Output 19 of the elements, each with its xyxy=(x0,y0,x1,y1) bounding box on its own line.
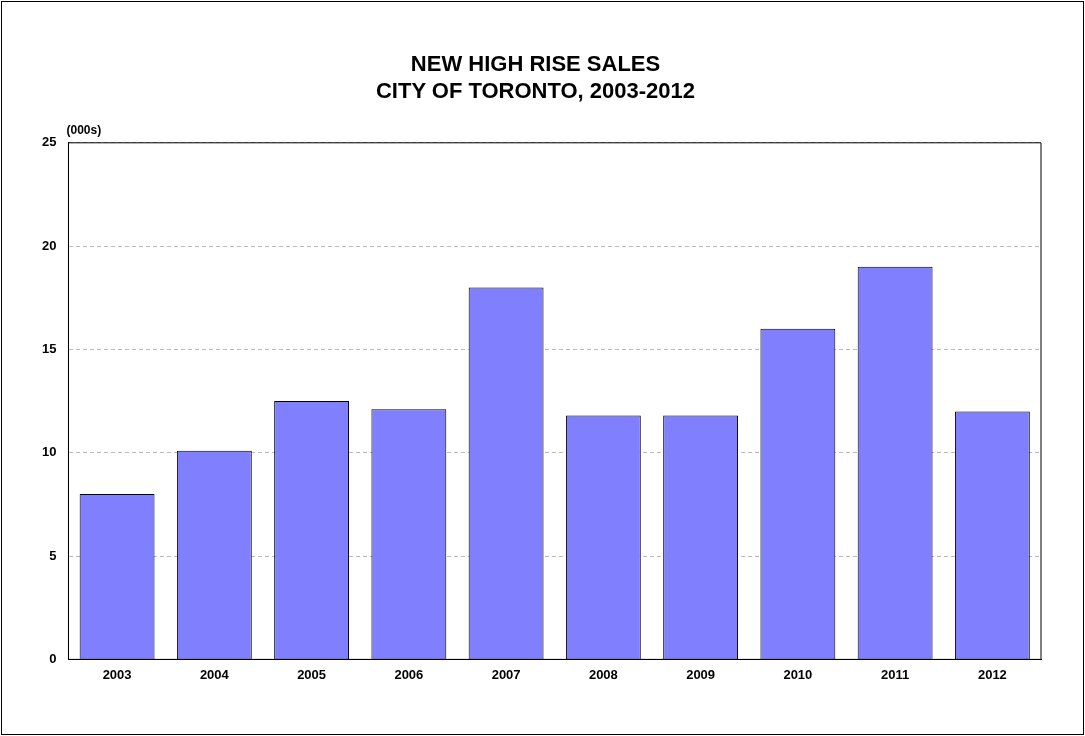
text: CITY OF TORONTO, 2003-2012 xyxy=(375,77,696,103)
x-tick-label: 2009 xyxy=(686,666,716,682)
y-axis-title: (000s) xyxy=(66,123,102,138)
y-tick-label: 0 xyxy=(49,650,57,666)
x-tick-label: 2011 xyxy=(881,666,910,682)
x-tick-label: 2003 xyxy=(102,666,132,682)
x-tick-label: 2004 xyxy=(199,666,230,682)
x-tick-label: 2007 xyxy=(491,666,521,682)
y-tick-label: 15 xyxy=(41,341,57,357)
x-tick-label: 2008 xyxy=(588,666,618,682)
text: NEW HIGH RISE SALES xyxy=(410,51,661,77)
y-tick-label: 10 xyxy=(41,444,57,460)
x-tick-label: 2012 xyxy=(977,666,1007,682)
x-tick-label: 2010 xyxy=(783,666,813,682)
y-tick-label: 20 xyxy=(41,237,57,253)
x-tick-label: 2006 xyxy=(394,666,424,682)
y-tick-label: 5 xyxy=(49,547,57,563)
x-tick-label: 2005 xyxy=(297,666,327,682)
y-tick-label: 25 xyxy=(41,134,57,150)
